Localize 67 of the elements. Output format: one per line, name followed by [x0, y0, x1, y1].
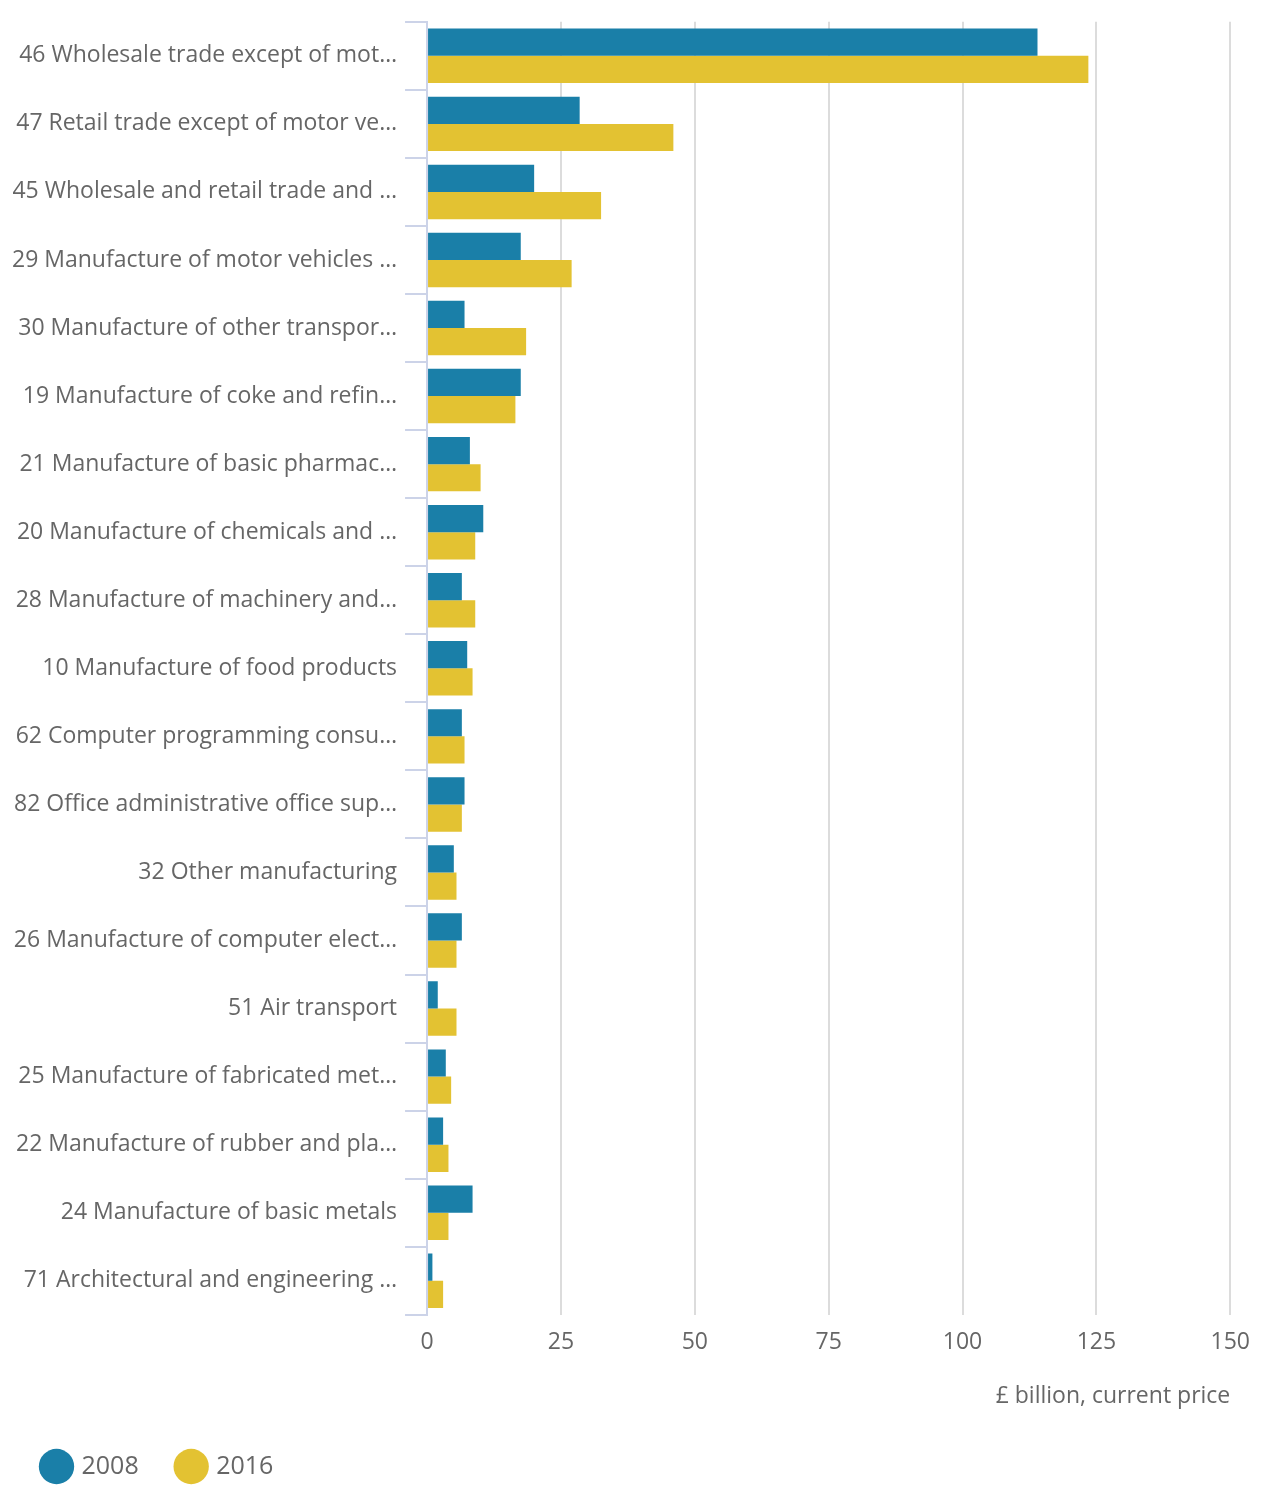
x-tick-label: 150: [1210, 1324, 1250, 1357]
y-tick-label: 32 Other manufacturing: [138, 854, 398, 886]
y-tick-label: 46 Wholesale trade except of mot…: [19, 37, 398, 70]
bar: [428, 940, 457, 968]
y-tick-label: 47 Retail trade except of motor ve…: [16, 105, 398, 138]
bar: [428, 504, 484, 533]
x-tick-label: 50: [681, 1324, 708, 1357]
bar: [428, 532, 476, 560]
bar: [428, 1185, 473, 1213]
y-tick-label: 22 Manufacture of rubber and pla…: [15, 1126, 398, 1159]
bar: [428, 396, 516, 424]
y-tick-label: 62 Computer programming consu…: [15, 717, 398, 750]
y-tick-label: 30 Manufacture of other transpor…: [18, 309, 398, 342]
bar: [428, 328, 527, 356]
bar: [428, 1008, 457, 1036]
bar: [428, 1280, 444, 1308]
bar: [428, 981, 438, 1009]
y-tick-label: 24 Manufacture of basic metals: [60, 1194, 398, 1227]
bar: [428, 300, 465, 329]
bar: [428, 845, 454, 873]
bar: [428, 777, 465, 805]
y-tick-label: 19 Manufacture of coke and refin…: [22, 377, 398, 410]
legend-label: 2016: [216, 1446, 274, 1481]
x-tick-label: 25: [547, 1324, 575, 1357]
x-tick-label: 100: [942, 1324, 983, 1357]
y-tick-label: 20 Manufacture of chemicals and …: [16, 513, 398, 546]
bar: [428, 96, 580, 124]
bar: [428, 600, 476, 628]
bar: [428, 28, 1038, 56]
bar: [428, 259, 572, 288]
y-tick-label: 21 Manufacture of basic pharmac…: [19, 445, 398, 478]
bar: [428, 55, 1089, 84]
bar: [428, 1049, 446, 1077]
x-tick-label: 125: [1076, 1324, 1117, 1357]
legend-label: 2008: [81, 1446, 139, 1481]
bar: [428, 1117, 444, 1145]
x-tick-label: 75: [815, 1324, 842, 1357]
x-tick-label: 0: [420, 1324, 434, 1357]
y-tick-label: 51 Air transport: [228, 990, 398, 1023]
bar: [428, 464, 481, 492]
bar: [428, 804, 462, 832]
bar: [428, 913, 462, 941]
bar: [428, 368, 521, 397]
bar: [428, 573, 462, 601]
y-tick-label: 82 Office administrative office sup…: [14, 785, 398, 818]
bar: [428, 191, 602, 220]
bar: [428, 123, 674, 152]
bar: [428, 668, 473, 696]
bar: [428, 709, 462, 737]
y-tick-label: 29 Manufacture of motor vehicles …: [11, 241, 398, 274]
bar: [428, 164, 535, 192]
y-tick-label: 28 Manufacture of machinery and…: [15, 581, 398, 614]
bar: [428, 1253, 433, 1281]
y-tick-label: 71 Architectural and engineering …: [23, 1262, 398, 1295]
bar: [428, 641, 468, 669]
bar: [428, 1144, 449, 1172]
bar: [428, 872, 457, 900]
y-tick-label: 26 Manufacture of computer elect…: [13, 922, 398, 955]
bar: [428, 1076, 452, 1104]
bar: [428, 436, 470, 465]
y-tick-label: 45 Wholesale and retail trade and …: [12, 173, 398, 206]
bar: [428, 232, 521, 260]
x-axis-title: £ billion, current price: [995, 1377, 1231, 1410]
y-tick-label: 10 Manufacture of food products: [42, 649, 398, 682]
y-tick-label: 25 Manufacture of fabricated met…: [18, 1058, 398, 1091]
bar: [428, 1212, 449, 1240]
bar: [428, 736, 465, 764]
